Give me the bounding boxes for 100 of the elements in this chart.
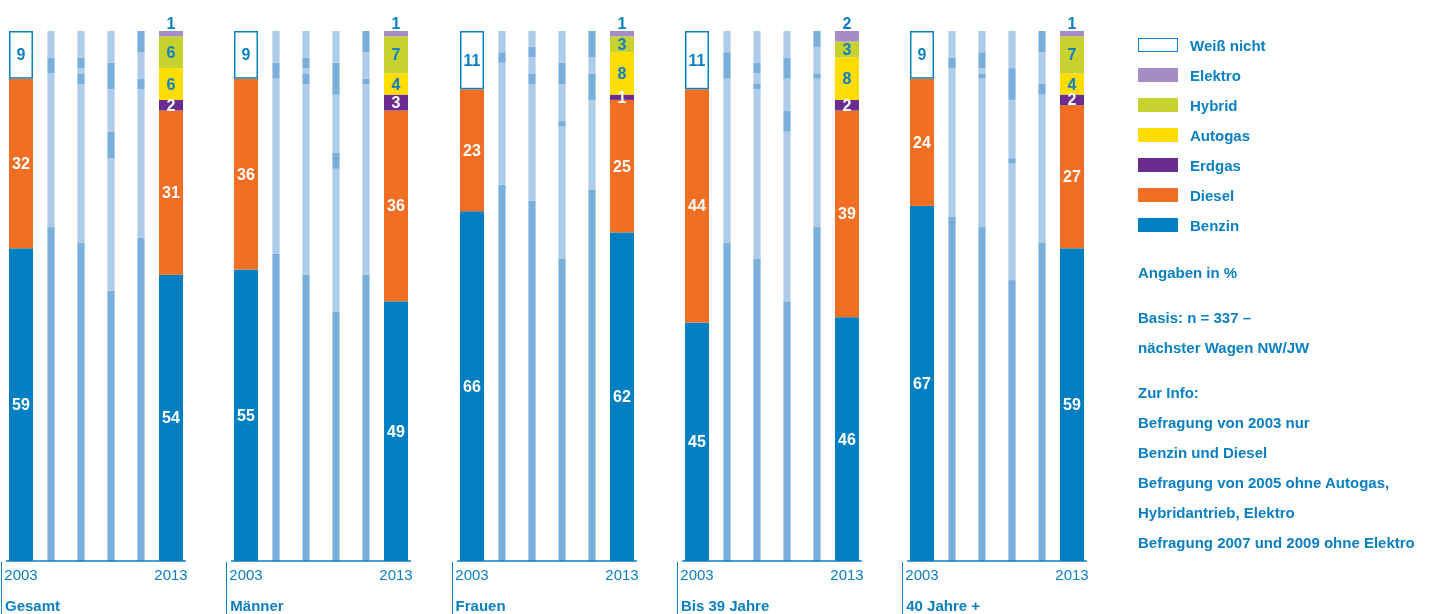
bar (77, 31, 85, 58)
bar (978, 52, 986, 69)
data-label: 6 (166, 43, 176, 61)
bar (557, 126, 566, 259)
bar (1038, 84, 1046, 95)
data-label: 9 (241, 46, 251, 64)
bar (813, 31, 821, 47)
x-tick-label: 2013 (830, 565, 864, 583)
data-label: 24 (913, 133, 932, 151)
data-label: 2 (842, 96, 852, 114)
bar (137, 31, 145, 53)
bar (813, 73, 821, 79)
data-label: 67 (913, 374, 932, 392)
x-axis-title: Männer (230, 597, 284, 614)
data-label: 62 (612, 388, 631, 406)
x-tick-label: 2003 (4, 565, 38, 583)
x-tick-label: 2013 (604, 565, 639, 583)
bar (948, 216, 956, 561)
bar (107, 89, 115, 132)
x-axis-title: 40 Jahre + (906, 597, 980, 614)
data-label: 25 (612, 157, 631, 175)
bar (783, 131, 791, 302)
data-label: 7 (391, 46, 401, 64)
bar (753, 31, 761, 63)
data-label: 2 (166, 96, 176, 114)
data-label: 8 (617, 64, 627, 82)
bar (302, 31, 310, 58)
bar (1008, 31, 1016, 69)
bar (77, 57, 85, 69)
bar (557, 84, 566, 122)
data-label: 1 (617, 14, 627, 32)
bar (1038, 31, 1046, 53)
bar (159, 31, 183, 37)
bar (783, 31, 791, 58)
data-label: 49 (387, 422, 406, 440)
bar (272, 78, 280, 254)
data-label: 4 (1067, 75, 1077, 93)
bar (587, 190, 596, 561)
bar (1008, 99, 1016, 159)
bar (527, 46, 536, 58)
data-label: 1 (166, 14, 176, 32)
bar (77, 73, 85, 84)
bar (362, 78, 370, 84)
bar (107, 131, 115, 159)
bar (527, 84, 536, 201)
data-label: 7 (1067, 46, 1077, 64)
data-label: 31 (162, 184, 180, 202)
bar (272, 31, 280, 63)
x-tick-label: 2003 (905, 565, 939, 583)
data-label: 8 (842, 70, 852, 88)
data-label: 66 (462, 377, 481, 395)
data-label: 45 (687, 433, 706, 451)
bar (978, 68, 986, 74)
bar (1008, 163, 1016, 281)
bar (557, 121, 566, 127)
data-label: 59 (12, 396, 30, 414)
x-tick-label: 2003 (680, 565, 714, 583)
bar (302, 57, 310, 69)
bar (77, 68, 85, 74)
bar (77, 84, 85, 243)
bar (783, 78, 791, 111)
bar (332, 31, 340, 63)
bar (332, 62, 340, 95)
bar (362, 52, 370, 79)
bar (783, 110, 791, 132)
x-axis-title: Bis 39 Jahre (680, 597, 770, 614)
data-label: 54 (162, 409, 180, 427)
data-label: 3 (842, 41, 852, 59)
bar (609, 31, 634, 37)
bar (362, 274, 370, 561)
bar (302, 84, 310, 275)
bar (753, 89, 761, 259)
data-label: 44 (687, 197, 706, 215)
x-tick-label: 2013 (379, 565, 413, 583)
bar (497, 62, 506, 185)
bar (978, 78, 986, 228)
bar (362, 84, 370, 275)
bar (813, 78, 821, 228)
bar (47, 73, 55, 228)
bar (753, 62, 761, 74)
bar (978, 73, 986, 79)
bar (1008, 280, 1016, 561)
x-tick-label: 2003 (229, 565, 263, 583)
bar (753, 84, 761, 90)
legend-label: Hybrid (1190, 96, 1238, 114)
text: Zur Info: Befragung von 2003 nur Benzin und Diesel Befragung von 2005 ohne Autogas, Hybridantrieb, Elektro Befragung 2007 und 2009 ohne Elektro (1138, 383, 1416, 553)
bar (47, 57, 55, 74)
bar (527, 73, 536, 84)
bar (948, 31, 956, 58)
x-axis-title: Gesamt (5, 597, 61, 614)
data-label: 9 (917, 46, 927, 64)
data-label: 2 (842, 14, 852, 32)
bar (587, 99, 596, 190)
bar (557, 258, 566, 561)
bar (587, 73, 596, 100)
bar (332, 311, 340, 561)
data-label: 9 (16, 46, 26, 64)
data-label: 36 (387, 197, 406, 215)
bar (813, 46, 821, 74)
bar (1008, 158, 1016, 164)
